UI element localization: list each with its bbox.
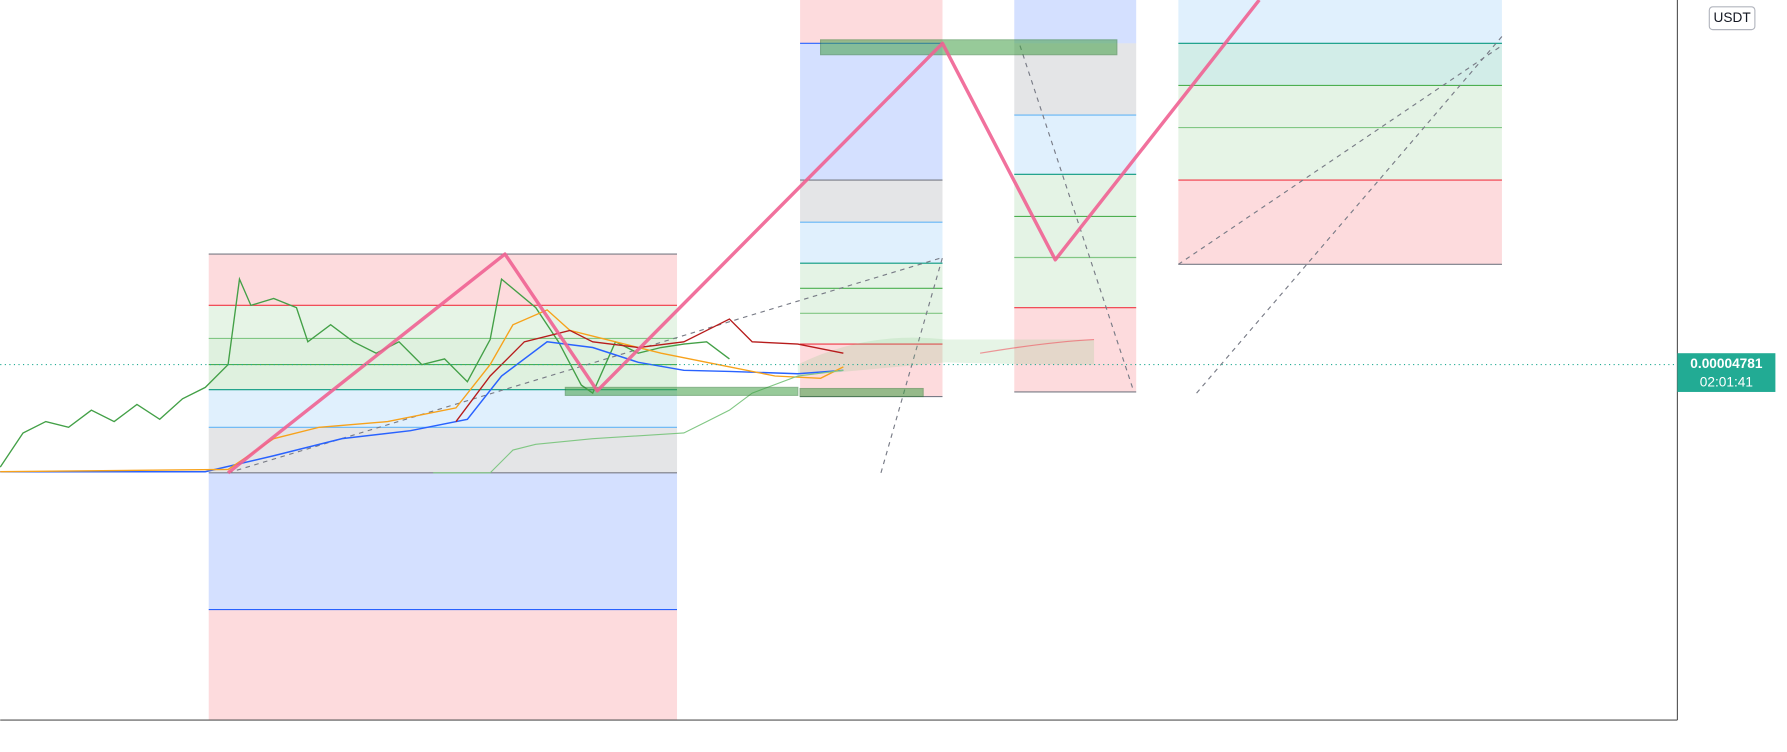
ichimoku-span <box>980 338 1095 354</box>
zone-box <box>799 387 924 398</box>
fib-band <box>1178 43 1502 86</box>
countdown: 02:01:41 <box>1700 374 1753 389</box>
fib-band <box>208 305 678 339</box>
fib-band <box>800 180 943 223</box>
fib-band <box>208 609 678 721</box>
fib-band <box>1014 0 1137 44</box>
dashed-trend <box>1019 45 1135 393</box>
fib-band <box>208 472 678 610</box>
last-price: 0.00004781 <box>1690 356 1763 371</box>
zone-box <box>564 386 799 396</box>
fib-band <box>1178 127 1502 181</box>
ema-50 <box>0 341 844 473</box>
kijun <box>455 318 844 422</box>
fib-band <box>1014 307 1137 392</box>
fib-band <box>800 0 943 44</box>
fib-band <box>208 254 678 306</box>
fib-band <box>800 222 943 264</box>
wave-path <box>227 0 1261 475</box>
fib-band <box>800 344 943 397</box>
time-axis <box>0 720 1787 752</box>
fib-band <box>1014 115 1137 175</box>
elliott-wave <box>227 0 1261 475</box>
fib-band <box>1014 257 1137 308</box>
ema-9 <box>0 309 844 473</box>
currency-box <box>1708 6 1756 31</box>
ichimoku-lagging <box>0 276 730 468</box>
zone-box <box>820 39 1118 56</box>
fib-band <box>1178 85 1502 128</box>
dashed-trend <box>227 256 943 474</box>
fib-band <box>1178 180 1502 265</box>
price-tag <box>1677 353 1776 392</box>
dashed-trend <box>1178 45 1503 265</box>
currency: USDT <box>1714 10 1752 25</box>
fib-band <box>1178 0 1502 44</box>
